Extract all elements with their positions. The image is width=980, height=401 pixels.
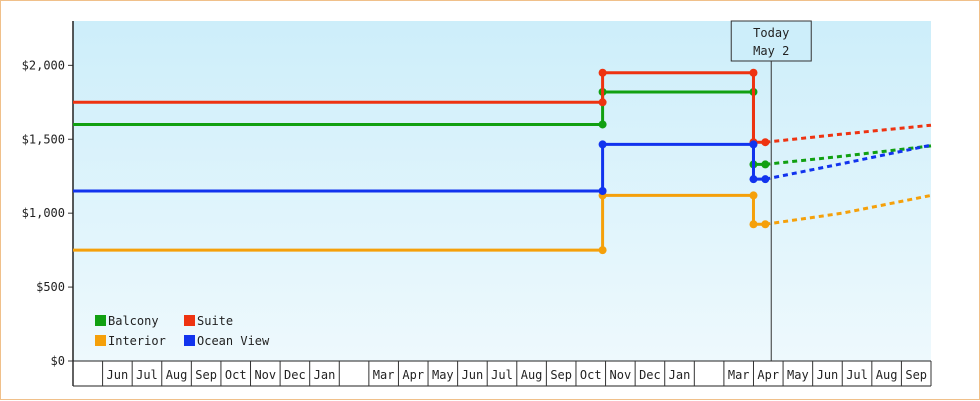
x-tick-label: Jun: [817, 368, 839, 382]
x-tick-label: Jan: [314, 368, 336, 382]
y-tick-label: $1,000: [22, 206, 65, 220]
x-tick-label: Aug: [876, 368, 898, 382]
data-point: [598, 140, 607, 149]
forecast-line: [765, 193, 932, 226]
x-tick-label: Mar: [728, 368, 750, 382]
x-tick-label: Dec: [639, 368, 661, 382]
x-tick-label: Dec: [284, 368, 306, 382]
today-marker: Today May 2: [730, 20, 812, 361]
data-point: [761, 138, 770, 147]
x-tick-label: Jul: [846, 368, 868, 382]
data-point: [749, 140, 758, 149]
legend-label: Balcony: [108, 314, 159, 328]
x-tick-label: May: [432, 368, 454, 382]
data-point: [598, 98, 607, 107]
x-tick-label: Apr: [402, 368, 424, 382]
x-tick-label: Mar: [373, 368, 395, 382]
forecast-line: [765, 143, 932, 181]
forecast-line: [765, 123, 932, 144]
legend-swatch: [95, 335, 106, 346]
y-tick-label: $2,000: [22, 58, 65, 72]
legend-swatch: [95, 315, 106, 326]
data-point: [598, 187, 607, 195]
x-tick-label: Sep: [905, 368, 927, 382]
x-tick-label: Aug: [521, 368, 543, 382]
x-tick-label: Nov: [254, 368, 276, 382]
legend-swatch: [184, 335, 195, 346]
x-tick-label: Jun: [462, 368, 484, 382]
today-date: May 2: [753, 44, 789, 58]
data-point: [761, 220, 770, 229]
x-tick-label: Aug: [166, 368, 188, 382]
x-tick-label: Jan: [669, 368, 691, 382]
data-point: [749, 68, 758, 77]
x-tick-label: Nov: [610, 368, 632, 382]
data-point: [761, 160, 770, 169]
x-tick-label: Apr: [757, 368, 779, 382]
data-point: [749, 191, 758, 200]
x-tick-label: Jul: [136, 368, 158, 382]
data-point: [598, 246, 607, 255]
legend-label: Interior: [108, 334, 166, 348]
series-ocean-view: [73, 140, 932, 195]
x-tick-label: Oct: [580, 368, 602, 382]
series-lines: [73, 68, 932, 255]
x-tick-label: Jul: [491, 368, 513, 382]
x-tick-label: Sep: [550, 368, 572, 382]
forecast-line: [765, 144, 932, 166]
x-tick-label: Sep: [195, 368, 217, 382]
x-tick-label: Oct: [225, 368, 247, 382]
legend: Balcony Suite Interior Ocean View: [95, 314, 270, 348]
legend-swatch: [184, 315, 195, 326]
today-box: [730, 20, 812, 62]
series-balcony: [73, 87, 932, 169]
y-tick-label: $500: [36, 280, 65, 294]
x-tick-label: Jun: [107, 368, 129, 382]
data-point: [598, 120, 607, 129]
data-point: [749, 220, 758, 229]
legend-label: Ocean View: [197, 334, 270, 348]
data-point: [598, 68, 607, 77]
y-tick-label: $1,500: [22, 132, 65, 146]
data-point: [761, 175, 770, 184]
today-label: Today: [753, 26, 789, 40]
x-tick-label: May: [787, 368, 809, 382]
data-point: [749, 175, 758, 184]
legend-label: Suite: [197, 314, 233, 328]
axes: $0 $500 $1,000 $1,500 $2,000 Jun Jul Aug Sep Oct N…: [22, 21, 932, 387]
y-tick-label: $0: [51, 354, 65, 368]
